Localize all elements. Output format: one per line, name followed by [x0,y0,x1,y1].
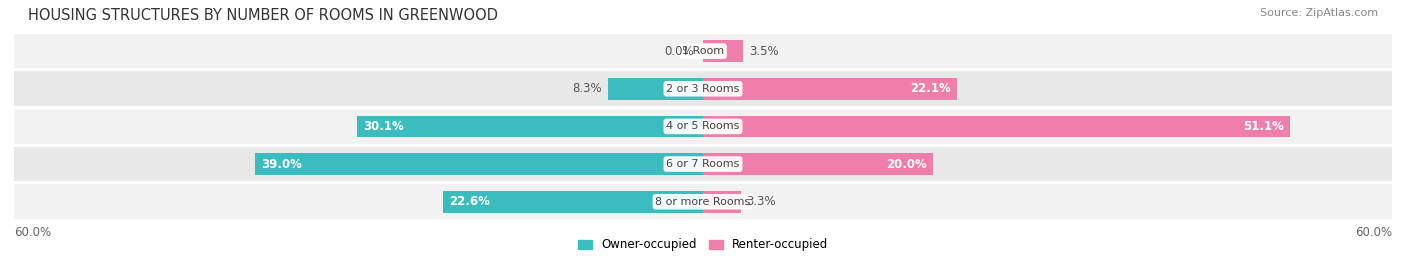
Text: 60.0%: 60.0% [14,226,51,239]
Bar [14,72,1392,106]
Text: Source: ZipAtlas.com: Source: ZipAtlas.com [1260,8,1378,18]
Bar [256,153,703,175]
Bar [703,40,744,62]
Bar [607,78,703,100]
Text: 51.1%: 51.1% [1243,120,1284,133]
Text: 8 or more Rooms: 8 or more Rooms [655,197,751,207]
Text: 6 or 7 Rooms: 6 or 7 Rooms [666,159,740,169]
Text: 2 or 3 Rooms: 2 or 3 Rooms [666,84,740,94]
Bar [14,34,1392,68]
Bar [703,115,1289,137]
Text: 60.0%: 60.0% [1355,226,1392,239]
Bar [14,109,1392,144]
Text: 22.6%: 22.6% [450,195,491,208]
Text: 1 Room: 1 Room [682,46,724,56]
Text: 20.0%: 20.0% [886,158,927,171]
Text: 8.3%: 8.3% [572,82,602,95]
Bar [703,191,741,213]
Text: 30.1%: 30.1% [363,120,404,133]
Text: 22.1%: 22.1% [910,82,950,95]
Text: 3.3%: 3.3% [747,195,776,208]
Bar [703,78,956,100]
Bar [14,185,1392,219]
Text: HOUSING STRUCTURES BY NUMBER OF ROOMS IN GREENWOOD: HOUSING STRUCTURES BY NUMBER OF ROOMS IN… [28,8,498,23]
Bar [357,115,703,137]
Text: 0.0%: 0.0% [664,45,693,58]
Bar [14,147,1392,181]
Text: 3.5%: 3.5% [749,45,779,58]
Text: 4 or 5 Rooms: 4 or 5 Rooms [666,121,740,132]
Legend: Owner-occupied, Renter-occupied: Owner-occupied, Renter-occupied [572,234,834,256]
Bar [443,191,703,213]
Text: 39.0%: 39.0% [262,158,302,171]
Bar [703,153,932,175]
